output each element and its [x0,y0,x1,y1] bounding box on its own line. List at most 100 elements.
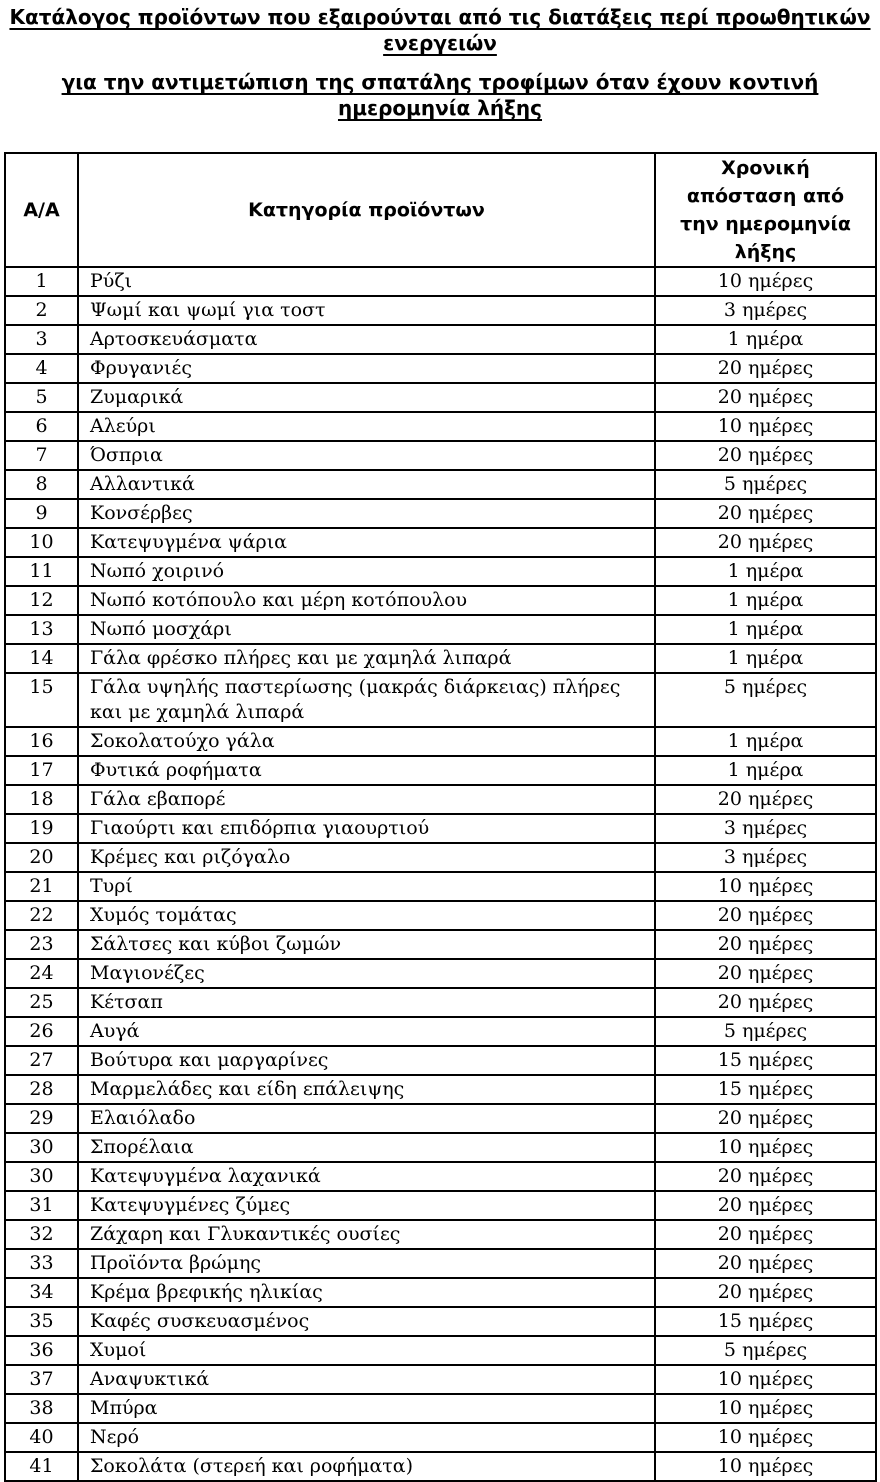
row-index-cell: 13 [4,614,79,645]
row-index-cell: 27 [4,1045,79,1076]
row-time-distance-cell: 20 ημέρες [654,440,877,471]
row-category-cell: Ψωμί και ψωμί για τοστ [77,295,656,326]
row-index-cell: 32 [4,1219,79,1250]
row-category-cell: Νωπό κοτόπουλο και μέρη κοτόπουλου [77,585,656,616]
row-index-cell: 36 [4,1335,79,1366]
table-row: 17 Φυτικά ροφήματα 1 ημέρα [4,755,877,786]
row-time-distance-cell: 3 ημέρες [654,813,877,844]
row-index-cell: 37 [4,1364,79,1395]
table-row: 6 Αλεύρι 10 ημέρες [4,411,877,442]
row-category-cell: Σοκολάτα (στερεή και ροφήματα) [77,1451,656,1482]
table-row: 30 Κατεψυγμένα λαχανικά 20 ημέρες [4,1161,877,1192]
row-time-distance-cell: 10 ημέρες [654,411,877,442]
table-row: 40 Νερό 10 ημέρες [4,1422,877,1453]
table-row: 5 Ζυμαρικά 20 ημέρες [4,382,877,413]
row-category-cell: Γάλα υψηλής παστερίωσης (μακράς διάρκεια… [77,672,656,728]
row-index-cell: 3 [4,324,79,355]
table-row: 37 Αναψυκτικά 10 ημέρες [4,1364,877,1395]
table-row: 16 Σοκολατούχο γάλα 1 ημέρα [4,726,877,757]
row-category-cell: Γάλα φρέσκο πλήρες και με χαμηλά λιπαρά [77,643,656,674]
row-category-cell: Χυμοί [77,1335,656,1366]
row-index-cell: 23 [4,929,79,960]
row-category-cell: Αλλαντικά [77,469,656,500]
row-index-cell: 12 [4,585,79,616]
table-row: 29 Ελαιόλαδο 20 ημέρες [4,1103,877,1134]
table-row: 27 Βούτυρα και μαργαρίνες 15 ημέρες [4,1045,877,1076]
table-row: 11 Νωπό χοιρινό 1 ημέρα [4,556,877,587]
row-time-distance-cell: 1 ημέρα [654,643,877,674]
row-index-cell: 6 [4,411,79,442]
row-index-cell: 7 [4,440,79,471]
row-index-cell: 19 [4,813,79,844]
table-row: 2 Ψωμί και ψωμί για τοστ 3 ημέρες [4,295,877,326]
table-row: 20 Κρέμες και ριζόγαλο 3 ημέρες [4,842,877,873]
row-category-cell: Αναψυκτικά [77,1364,656,1395]
row-category-cell: Σοκολατούχο γάλα [77,726,656,757]
row-category-cell: Κατεψυγμένα λαχανικά [77,1161,656,1192]
product-table-body: 1 Ρύζι 10 ημέρες 2 Ψωμί και ψωμί για τοστ 3 η… [4,266,877,1482]
table-row: 9 Κονσέρβες 20 ημέρες [4,498,877,529]
table-row: 36 Χυμοί 5 ημέρες [4,1335,877,1366]
table-row: 15 Γάλα υψηλής παστερίωσης (μακράς διάρκε… [4,672,877,728]
row-time-distance-cell: 1 ημέρα [654,585,877,616]
table-row: 34 Κρέμα βρεφικής ηλικίας 20 ημέρες [4,1277,877,1308]
table-row: 32 Ζάχαρη και Γλυκαντικές ουσίες 20 ημέρες [4,1219,877,1250]
table-row: 24 Μαγιονέζες 20 ημέρες [4,958,877,989]
row-category-cell: Κατεψυγμένες ζύμες [77,1190,656,1221]
table-row: 28 Μαρμελάδες και είδη επάλειψης 15 ημέρες [4,1074,877,1105]
table-row: 33 Προϊόντα βρώμης 20 ημέρες [4,1248,877,1279]
row-time-distance-cell: 20 ημέρες [654,1190,877,1221]
row-time-distance-cell: 15 ημέρες [654,1045,877,1076]
row-time-distance-cell: 3 ημέρες [654,295,877,326]
table-row: 25 Κέτσαπ 20 ημέρες [4,987,877,1018]
table-row: 31 Κατεψυγμένες ζύμες 20 ημέρες [4,1190,877,1221]
row-category-cell: Φυτικά ροφήματα [77,755,656,786]
row-time-distance-cell: 5 ημέρες [654,1335,877,1366]
row-index-cell: 10 [4,527,79,558]
table-row: 12 Νωπό κοτόπουλο και μέρη κοτόπουλου 1 ημ… [4,585,877,616]
table-row: 8 Αλλαντικά 5 ημέρες [4,469,877,500]
row-time-distance-cell: 20 ημέρες [654,958,877,989]
row-category-cell: Νερό [77,1422,656,1453]
row-time-distance-cell: 1 ημέρα [654,726,877,757]
table-row: 7 Όσπρια 20 ημέρες [4,440,877,471]
table-row: 18 Γάλα εβαπορέ 20 ημέρες [4,784,877,815]
table-row: 26 Αυγά 5 ημέρες [4,1016,877,1047]
row-category-cell: Αλεύρι [77,411,656,442]
row-time-distance-cell: 10 ημέρες [654,1132,877,1163]
row-time-distance-cell: 20 ημέρες [654,527,877,558]
table-row: 4 Φρυγανιές 20 ημέρες [4,353,877,384]
row-category-cell: Αυγά [77,1016,656,1047]
row-category-cell: Σπορέλαια [77,1132,656,1163]
row-index-cell: 41 [4,1451,79,1482]
row-index-cell: 17 [4,755,79,786]
table-row: 35 Καφές συσκευασμένος 15 ημέρες [4,1306,877,1337]
row-index-cell: 9 [4,498,79,529]
row-category-cell: Ζάχαρη και Γλυκαντικές ουσίες [77,1219,656,1250]
header-cell-time-distance: Χρονική απόσταση από την ημερομηνία λήξη… [654,152,877,268]
row-time-distance-cell: 20 ημέρες [654,1277,877,1308]
header-cell-index: Α/Α [4,152,79,268]
row-index-cell: 26 [4,1016,79,1047]
row-time-distance-cell: 20 ημέρες [654,1161,877,1192]
row-time-distance-cell: 20 ημέρες [654,1248,877,1279]
row-time-distance-cell: 20 ημέρες [654,498,877,529]
document-title-line-2: για την αντιμετώπιση της σπατάλης τροφίμ… [61,70,819,120]
header-cell-category: Κατηγορία προϊόντων [77,152,656,268]
row-category-cell: Μαρμελάδες και είδη επάλειψης [77,1074,656,1105]
row-time-distance-cell: 20 ημέρες [654,987,877,1018]
row-time-distance-cell: 20 ημέρες [654,1103,877,1134]
row-category-cell: Νωπό μοσχάρι [77,614,656,645]
row-time-distance-cell: 5 ημέρες [654,469,877,500]
row-time-distance-cell: 1 ημέρα [654,614,877,645]
row-category-cell: Κρέμες και ριζόγαλο [77,842,656,873]
row-category-cell: Ζυμαρικά [77,382,656,413]
row-category-cell: Μπύρα [77,1393,656,1424]
table-row: 21 Τυρί 10 ημέρες [4,871,877,902]
table-row: 19 Γιαούρτι και επιδόρπια γιαουρτιού 3 ημέ… [4,813,877,844]
row-category-cell: Κρέμα βρεφικής ηλικίας [77,1277,656,1308]
row-time-distance-cell: 20 ημέρες [654,929,877,960]
row-index-cell: 28 [4,1074,79,1105]
table-row: 10 Κατεψυγμένα ψάρια 20 ημέρες [4,527,877,558]
